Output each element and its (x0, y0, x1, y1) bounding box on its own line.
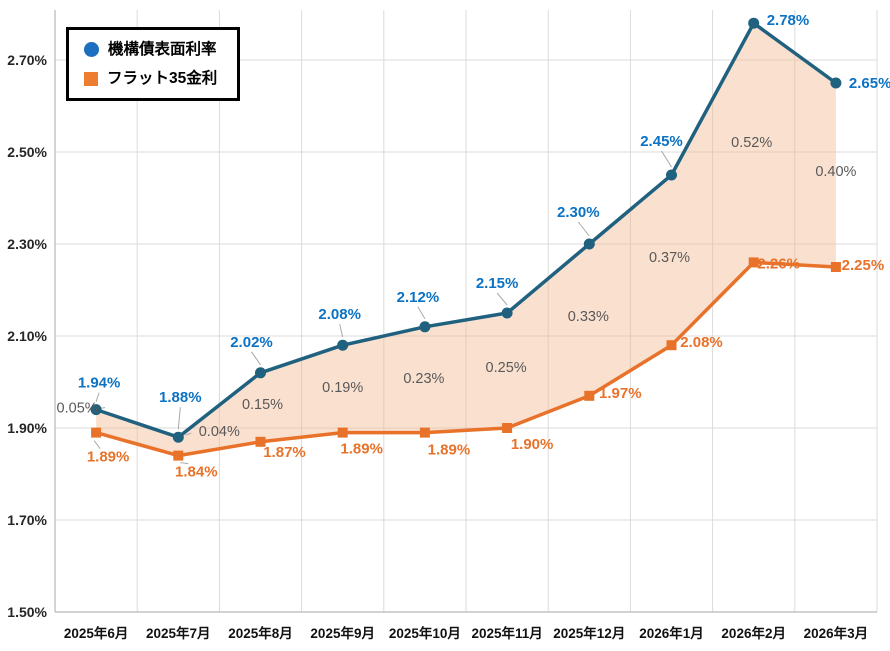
flat35-data-label: 1.84% (175, 464, 218, 481)
flat35-data-label: 1.90% (511, 436, 554, 453)
y-tick-label: 2.30% (7, 236, 47, 252)
flat35-data-label: 1.89% (340, 441, 383, 458)
legend-item-series-1: 機構債表面利率 (84, 39, 217, 61)
kikousai-data-point-marker (748, 17, 760, 29)
gap-label-leader-line (185, 432, 192, 436)
kikousai-data-point-marker (419, 321, 431, 333)
gap-data-label: 0.33% (568, 309, 609, 325)
y-tick-label: 1.50% (7, 604, 47, 620)
flat35-data-point-marker (91, 427, 102, 438)
x-tick-label: 2026年2月 (721, 625, 786, 641)
series-1-circle-marker-icon (84, 42, 99, 58)
axes (54, 10, 877, 613)
x-tick-label: 2025年10月 (389, 625, 461, 641)
kikousai-data-label: 2.65% (849, 75, 890, 92)
kikousai-data-label: 2.15% (476, 275, 519, 292)
gap-data-label: 0.37% (649, 250, 690, 266)
x-tick-label: 2025年11月 (471, 625, 542, 641)
series-lines (94, 21, 838, 458)
kikousai-data-label: 2.02% (230, 334, 273, 351)
flat35-data-point-marker (666, 340, 677, 351)
flat35-data-label: 2.26% (757, 255, 800, 272)
flat35-data-point-marker (173, 450, 184, 461)
label-leader-lines (90, 150, 672, 465)
gap-data-label: 0.23% (403, 371, 444, 387)
data-point-markers (90, 17, 842, 461)
kikousai-data-label: 2.78% (767, 12, 810, 29)
kikousai-data-point-marker (501, 307, 513, 319)
blue-label-leader-line (661, 150, 672, 168)
flat35-data-point-marker (419, 427, 430, 438)
flat35-data-point-marker (337, 427, 348, 438)
series-line-flat35 (94, 260, 838, 458)
flat35-data-label: 2.08% (680, 334, 723, 351)
legend-label-series-1: 機構債表面利率 (108, 41, 217, 58)
x-tick-label: 2026年3月 (804, 625, 869, 641)
blue-label-leader-line (417, 306, 426, 320)
x-tick-label: 2025年12月 (553, 625, 625, 641)
kikousai-data-label: 1.88% (159, 389, 202, 406)
gap-data-label: 0.52% (731, 135, 772, 151)
flat35-data-label: 1.89% (87, 449, 130, 466)
x-tick-label: 2025年6月 (64, 625, 129, 641)
kikousai-data-label: 1.94% (78, 375, 121, 392)
flat35-data-point-marker (830, 262, 841, 272)
gap-data-label: 0.25% (486, 360, 527, 376)
kikousai-data-label: 2.30% (557, 204, 600, 221)
kikousai-data-label: 2.12% (397, 289, 440, 306)
kikousai-data-point-marker (830, 77, 842, 89)
series-2-square-marker-icon (84, 71, 98, 86)
y-tick-label: 1.90% (7, 420, 47, 436)
y-tick-label: 2.10% (7, 328, 47, 344)
flat35-data-label: 1.89% (428, 442, 471, 459)
blue-label-leader-line (339, 324, 344, 338)
flat35-data-point-marker (502, 423, 513, 433)
flat35-data-label: 2.25% (842, 257, 885, 274)
y-tick-label: 1.70% (7, 512, 47, 528)
kikousai-data-point-marker (172, 431, 184, 443)
blue-label-leader-line (251, 351, 261, 366)
flat35-data-point-marker (255, 436, 266, 447)
kikousai-data-point-marker (337, 339, 349, 351)
gap-data-label: 0.40% (815, 164, 856, 180)
kikousai-data-point-marker (583, 238, 595, 250)
gap-data-label: 0.19% (322, 380, 363, 396)
gap-data-label: 0.05% (57, 401, 98, 417)
gap-fill-area (96, 23, 836, 456)
blue-label-leader-line (95, 392, 100, 402)
x-tick-label: 2025年9月 (310, 625, 375, 641)
kikousai-data-label: 2.45% (640, 133, 683, 150)
flat35-data-label: 1.87% (263, 444, 306, 461)
x-tick-label: 2026年1月 (639, 625, 704, 641)
kikousai-data-point-marker (666, 169, 677, 181)
gap-area (96, 23, 836, 456)
legend-label-series-2: フラット35金利 (107, 69, 218, 87)
blue-label-leader-line (577, 221, 590, 237)
flat35-data-point-marker (584, 390, 595, 401)
blue-label-leader-line (496, 292, 508, 306)
x-tick-label: 2025年7月 (146, 625, 211, 641)
legend-item-series-2: フラット35金利 (84, 68, 217, 90)
y-tick-label: 2.70% (7, 52, 47, 68)
gap-data-label: 0.15% (242, 397, 283, 413)
axis-tick-labels: 1.50% 1.70% 1.90% 2.10% 2.30% 2.50% 2.70% 2025年… (7, 52, 868, 641)
gridlines (54, 10, 878, 613)
kikousai-data-point-marker (90, 404, 102, 416)
blue-label-leader-line (177, 407, 181, 430)
kikousai-data-label: 2.08% (318, 306, 361, 323)
y-tick-label: 2.50% (7, 144, 47, 160)
kikousai-data-point-marker (255, 367, 266, 379)
chart-legend: 機構債表面利率 フラット35金利 (66, 27, 241, 102)
gap-data-label: 0.04% (199, 424, 240, 440)
series-line-kikousai (94, 21, 838, 439)
data-labels: 1.94% 1.88% 2.02% 2.08% 2.12% 2.15% 2.30% 2.45%… (57, 12, 890, 480)
flat35-data-point-marker (748, 257, 759, 268)
x-tick-label: 2025年8月 (228, 625, 293, 641)
flat35-data-label: 1.97% (599, 385, 642, 402)
orange-label-leader-line (180, 462, 189, 465)
orange-label-leader-line (93, 440, 101, 449)
